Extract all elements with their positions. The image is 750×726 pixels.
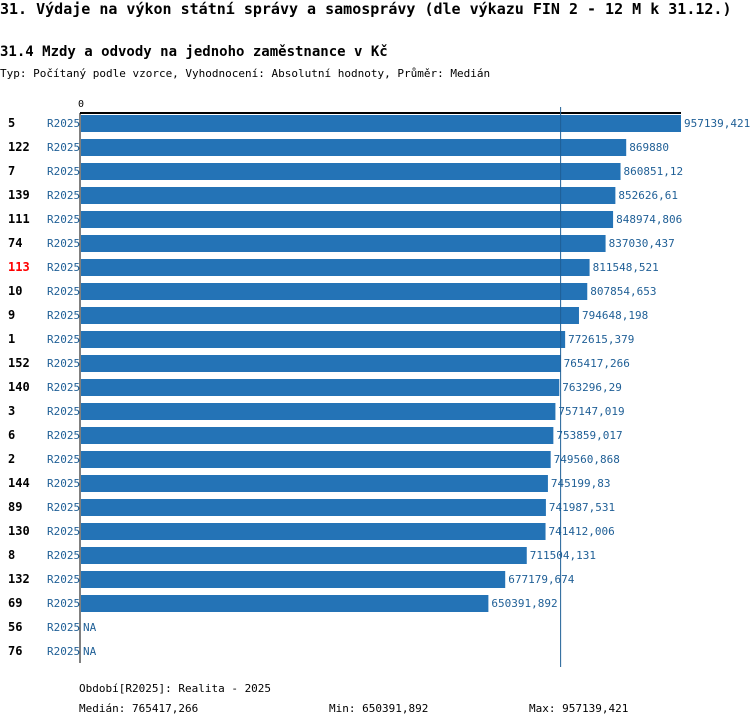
data-bar xyxy=(81,283,588,300)
row-period-label: R2025 xyxy=(47,333,80,346)
row-id-label: 2 xyxy=(8,452,15,466)
row-id-label: 140 xyxy=(8,380,30,394)
row-id-label: 56 xyxy=(8,620,22,634)
footer-min: Min: 650391,892 xyxy=(329,702,429,715)
row-period-label: R2025 xyxy=(47,213,80,226)
row-period-label: R2025 xyxy=(47,309,80,322)
value-label: 741412,006 xyxy=(549,525,615,538)
row-id-label: 7 xyxy=(8,164,15,178)
data-bar xyxy=(81,187,616,204)
row-period-label: R2025 xyxy=(47,645,80,658)
row-period-label: R2025 xyxy=(47,141,80,154)
row-id-label: 5 xyxy=(8,116,15,130)
footer-period: Období[R2025]: Realita - 2025 xyxy=(79,682,272,695)
data-bar xyxy=(81,259,590,276)
row-id-label: 69 xyxy=(8,596,22,610)
row-period-label: R2025 xyxy=(47,117,80,130)
data-bar xyxy=(81,211,614,228)
value-label: 757147,019 xyxy=(558,405,624,418)
data-bar xyxy=(81,403,556,420)
value-label: 749560,868 xyxy=(554,453,620,466)
data-bar xyxy=(81,427,554,444)
value-label: NA xyxy=(83,645,97,658)
chart-subtitle: 31.4 Mzdy a odvody na jednoho zaměstnanc… xyxy=(0,44,388,60)
data-bar xyxy=(81,235,606,252)
data-bar xyxy=(81,163,621,180)
footer-median: Medián: 765417,266 xyxy=(79,702,199,715)
row-id-label: 9 xyxy=(8,308,15,322)
value-label: NA xyxy=(83,621,97,634)
data-bar xyxy=(81,595,489,612)
row-period-label: R2025 xyxy=(47,573,80,586)
data-bar xyxy=(81,523,546,540)
chart-meta: Typ: Počítaný podle vzorce, Vyhodnocení:… xyxy=(0,67,491,80)
footer-max: Max: 957139,421 xyxy=(529,702,629,715)
value-label: 957139,421 xyxy=(684,117,750,130)
row-id-label: 89 xyxy=(8,500,22,514)
axis-zero-label: 0 xyxy=(78,99,84,110)
row-period-label: R2025 xyxy=(47,453,80,466)
data-bar xyxy=(81,571,506,588)
row-period-label: R2025 xyxy=(47,261,80,274)
row-period-label: R2025 xyxy=(47,189,80,202)
row-id-label: 76 xyxy=(8,644,22,658)
row-id-label: 8 xyxy=(8,548,15,562)
row-period-label: R2025 xyxy=(47,621,80,634)
data-bar xyxy=(81,547,527,564)
row-id-label: 113 xyxy=(8,260,30,274)
page-title: 31. Výdaje na výkon státní správy a samo… xyxy=(0,0,732,18)
row-period-label: R2025 xyxy=(47,357,80,370)
data-bar xyxy=(81,475,548,492)
row-id-label: 122 xyxy=(8,140,30,154)
row-id-label: 139 xyxy=(8,188,30,202)
row-id-label: 1 xyxy=(8,332,15,346)
value-label: 837030,437 xyxy=(609,237,675,250)
value-label: 772615,379 xyxy=(568,333,634,346)
value-label: 753859,017 xyxy=(556,429,622,442)
row-period-label: R2025 xyxy=(47,597,80,610)
row-id-label: 132 xyxy=(8,572,30,586)
data-bar xyxy=(81,115,681,132)
row-period-label: R2025 xyxy=(47,237,80,250)
data-bar xyxy=(81,451,551,468)
row-period-label: R2025 xyxy=(47,501,80,514)
row-period-label: R2025 xyxy=(47,525,80,538)
bar-chart: 0 5 R2025 957139,421 122 R2025 869880 7 R2025 860… xyxy=(8,99,750,667)
row-period-label: R2025 xyxy=(47,429,80,442)
row-id-label: 6 xyxy=(8,428,15,442)
data-bar xyxy=(81,499,546,516)
row-period-label: R2025 xyxy=(47,405,80,418)
row-period-label: R2025 xyxy=(47,285,80,298)
row-id-label: 3 xyxy=(8,404,15,418)
value-label: 650391,892 xyxy=(491,597,557,610)
row-id-label: 130 xyxy=(8,524,30,538)
value-label: 852626,61 xyxy=(618,189,678,202)
row-period-label: R2025 xyxy=(47,549,80,562)
value-label: 741987,531 xyxy=(549,501,615,514)
value-label: 677179,674 xyxy=(508,573,575,586)
value-label: 794648,198 xyxy=(582,309,648,322)
row-period-label: R2025 xyxy=(47,477,80,490)
data-bar xyxy=(81,379,560,396)
row-period-label: R2025 xyxy=(47,165,80,178)
value-label: 711504,131 xyxy=(530,549,596,562)
row-id-label: 152 xyxy=(8,356,30,370)
value-label: 869880 xyxy=(629,141,669,154)
data-bar xyxy=(81,139,627,156)
row-period-label: R2025 xyxy=(47,381,80,394)
value-label: 860851,12 xyxy=(624,165,684,178)
row-id-label: 144 xyxy=(8,476,30,490)
value-label: 745199,83 xyxy=(551,477,611,490)
value-label: 765417,266 xyxy=(564,357,630,370)
row-id-label: 10 xyxy=(8,284,22,298)
data-bar xyxy=(81,355,561,372)
row-id-label: 111 xyxy=(8,212,30,226)
value-label: 763296,29 xyxy=(562,381,622,394)
value-label: 848974,806 xyxy=(616,213,682,226)
data-bar xyxy=(81,331,566,348)
row-id-label: 74 xyxy=(8,236,22,250)
data-bar xyxy=(81,307,579,324)
value-label: 807854,653 xyxy=(590,285,656,298)
value-label: 811548,521 xyxy=(593,261,659,274)
